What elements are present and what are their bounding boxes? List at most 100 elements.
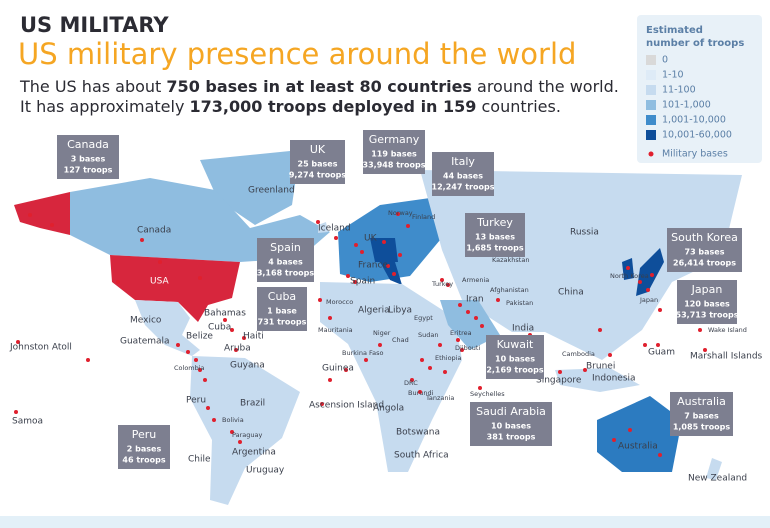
legend-label: 10,001-60,000 [662,130,732,141]
base-dot [428,366,432,370]
italy [380,262,402,285]
base-dot [474,316,478,320]
map-label: Guatemala [120,337,170,347]
callout-bases: 7 bases [684,412,719,421]
map-label: Guyana [230,361,265,371]
map-label: UK [364,234,378,244]
middle-east [440,300,500,350]
base-dot [406,224,410,228]
map-label: Angola [373,404,404,414]
title: US military presence around the world [18,37,576,71]
map-label: Ethiopia [435,354,461,362]
map-label: Argentina [232,448,276,458]
map-label: Egypt [414,314,433,322]
callout-bases: 44 bases [443,172,483,181]
map-label: Peru [186,396,206,406]
legend-swatch [646,130,656,140]
legend-box [637,15,762,163]
subtitle-line: The US has about 750 bases in at least 8… [19,77,619,96]
map-label: Armenia [462,276,489,284]
callout-bases: 119 bases [371,150,417,159]
base-dot [382,240,386,244]
callout-name: Canada [67,138,109,151]
base-dot [238,440,242,444]
map-label: Seychelles [470,390,505,398]
base-dot [440,278,444,282]
legend-swatch [646,85,656,95]
usa [110,255,240,322]
base-dot [364,358,368,362]
map-labels: Greenland Canada Iceland Norway Finland Russi… [9,186,763,484]
base-dot [628,428,632,432]
base-dot [392,272,396,276]
germany [370,238,398,262]
callout-troops: 127 troops [64,166,113,175]
base-dot [242,336,246,340]
callout-troops: 46 troops [122,456,165,465]
callout-box [677,280,737,324]
new-zealand [706,458,722,480]
callout-troops: 12,247 troops [432,183,495,192]
map-label: Botswana [396,428,440,438]
legend-swatch [646,100,656,110]
callout-box [57,135,119,179]
legend-items: 0 1-10 11-100 101-1,000 1,001-10,000 10,001-6… [646,55,732,160]
callout-box [290,140,345,184]
map-label: Wake Island [708,326,747,334]
callout-bases: 25 bases [298,160,338,169]
base-dot [418,390,422,394]
map-label: Bolivia [222,416,244,424]
base-dot [50,223,54,227]
callout-name: Turkey [476,216,513,229]
iceland [318,222,328,233]
base-dot [656,343,660,347]
map-label: Bahamas [204,309,246,319]
map-label: Eritrea [450,329,472,337]
footer-strip [0,516,770,528]
legend-swatch [646,55,656,65]
callout-troops: 3,168 troops [257,269,315,278]
base-dot [460,348,464,352]
base-dot [396,212,400,216]
map-label: Cambodia [562,350,595,358]
map-label: North Korea [610,272,649,280]
base-dot [386,264,390,268]
map-label: Colombia [174,364,205,372]
callout-troops: 2,169 troops [486,366,544,375]
map-label: Brazil [240,399,265,409]
map-label: Niger [373,329,391,337]
subtitle-part: 173,000 troops deployed in 159 [190,97,477,116]
map-label: Guam [648,348,675,358]
base-dot [346,274,350,278]
map-label: Singapore [536,376,582,386]
map-label: Iran [466,295,484,305]
callout-bases: 10 bases [495,355,535,364]
base-dot [212,418,216,422]
map-label: Djibouti [455,344,480,352]
subtitle-part: The US has about [19,77,166,96]
japan [636,248,664,296]
map-label: Haiti [243,332,264,342]
base-dot [116,280,120,284]
base-dot [410,378,414,382]
callout-name: Italy [451,155,475,168]
callout-box [465,213,525,257]
base-dot [360,250,364,254]
legend: Estimated number of troops 0 1-10 11-100 10… [637,15,762,163]
map-label: Kazakhstan [492,256,529,264]
legend-swatch [646,70,656,80]
map-label: Norway [388,209,413,217]
callout-box [257,238,314,282]
base-dot [480,324,484,328]
base-dot [328,316,332,320]
map-label: Algeria [358,306,390,316]
base-dot [223,318,227,322]
base-dot [140,238,144,242]
callout-box [486,335,544,379]
base-dot [456,338,460,342]
base-dot [203,378,207,382]
callout-name: Saudi Arabia [476,405,546,418]
base-dot [378,343,382,347]
callout-box [432,152,494,196]
callout-name: Japan [691,283,723,296]
